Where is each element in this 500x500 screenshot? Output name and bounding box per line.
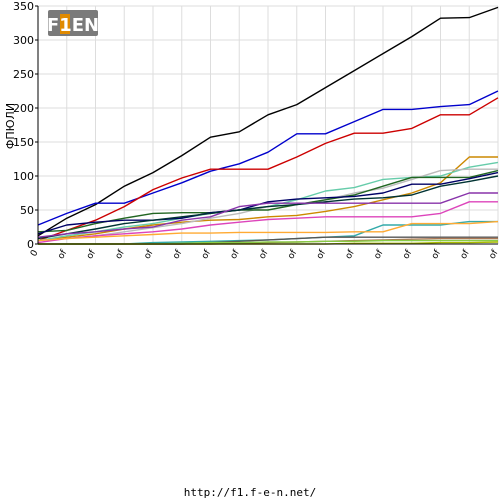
- logo-text: F1EN: [47, 15, 99, 36]
- x-tick-label: of: [373, 248, 386, 261]
- y-tick-label: 250: [13, 68, 34, 81]
- y-tick-label: 50: [20, 204, 34, 217]
- series-line-10: [37, 192, 498, 238]
- series-line-8: [37, 171, 499, 235]
- x-tick-label: of: [258, 248, 271, 261]
- y-axis-label: ФПЮЛИ: [4, 103, 17, 149]
- x-tick-label: of: [286, 248, 299, 261]
- y-tick-label: 200: [13, 102, 34, 115]
- x-tick-label: of: [200, 248, 213, 261]
- series-line-7: [37, 169, 499, 233]
- x-tick-label: of: [229, 248, 242, 261]
- x-tick-label: of: [171, 248, 184, 261]
- y-tick-label: 300: [13, 34, 34, 47]
- series-line-11: [37, 201, 498, 244]
- logo-accent: [60, 14, 70, 34]
- series-line-2: [37, 90, 499, 226]
- series-line-9: [37, 175, 499, 240]
- footer-url: http://f1.f-e-n.net/: [183, 486, 317, 499]
- x-tick-label: of: [143, 248, 156, 261]
- grid-lines: [37, 5, 499, 245]
- x-tick-label: of: [85, 248, 98, 261]
- y-tick-label: 0: [27, 238, 34, 251]
- y-tick-label: 100: [13, 170, 34, 183]
- y-tick-label: 150: [13, 136, 34, 149]
- x-tick-label: 0: [29, 248, 41, 258]
- x-tick-label: of: [114, 248, 127, 261]
- x-tick-label: of: [344, 248, 357, 261]
- series-line-13: [37, 220, 499, 242]
- x-tick-label: of: [315, 248, 328, 261]
- x-tick-label: of: [401, 248, 414, 261]
- axes: [37, 6, 498, 245]
- series-line-1: [37, 6, 499, 237]
- x-tick-label: of: [56, 248, 69, 261]
- x-tick-label: of: [488, 248, 500, 261]
- x-tick-labels: 0 of of of of of of of of of of of of of of of of: [29, 248, 500, 261]
- x-tick-label: of: [430, 248, 443, 261]
- f1en-logo: F1EN: [47, 10, 99, 36]
- x-tick-label: of: [459, 248, 472, 261]
- series-line-3: [37, 97, 499, 242]
- y-tick-label: 350: [13, 0, 34, 13]
- y-tick-labels: 0 50 100 150 200 250 300 350: [13, 0, 38, 251]
